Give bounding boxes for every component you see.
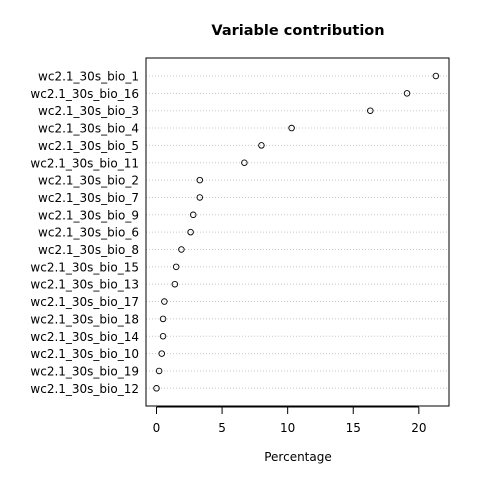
category-label: wc2.1_30s_bio_6 xyxy=(38,226,139,240)
data-point xyxy=(367,107,374,114)
data-point xyxy=(187,228,194,236)
category-label: wc2.1_30s_bio_13 xyxy=(30,278,139,292)
data-point xyxy=(172,263,180,271)
data-point xyxy=(158,350,165,357)
category-labels: wc2.1_30s_bio_1 wc2.1_30s_bio_16 wc2.1_30s… xyxy=(30,70,139,396)
category-label: wc2.1_30s_bio_11 xyxy=(30,156,139,170)
x-tick-label: 5 xyxy=(218,421,226,435)
chart-title: Variable contribution xyxy=(211,23,384,39)
data-point xyxy=(241,159,248,166)
x-axis: 0 5 10 15 20 xyxy=(153,406,426,435)
data-point xyxy=(189,211,197,219)
category-label: wc2.1_30s_bio_8 xyxy=(38,243,139,257)
data-points xyxy=(153,72,440,392)
data-point xyxy=(432,72,440,80)
x-tick-label: 0 xyxy=(153,421,161,435)
x-tick-label: 10 xyxy=(280,421,295,435)
category-label: wc2.1_30s_bio_19 xyxy=(30,364,139,378)
data-point xyxy=(196,194,204,201)
category-label: wc2.1_30s_bio_10 xyxy=(30,347,139,361)
data-point xyxy=(178,246,185,253)
category-label: wc2.1_30s_bio_15 xyxy=(30,260,139,274)
category-label: wc2.1_30s_bio_3 xyxy=(38,104,139,118)
category-label: wc2.1_30s_bio_18 xyxy=(30,312,139,326)
data-point xyxy=(153,385,160,392)
x-axis-label: Percentage xyxy=(264,450,332,464)
category-label: wc2.1_30s_bio_4 xyxy=(38,122,139,136)
data-point xyxy=(171,280,179,288)
category-label: wc2.1_30s_bio_17 xyxy=(30,295,139,309)
data-point xyxy=(155,367,163,375)
category-label: wc2.1_30s_bio_12 xyxy=(30,382,139,396)
data-point xyxy=(161,298,168,305)
category-label: wc2.1_30s_bio_16 xyxy=(30,87,139,101)
category-label: wc2.1_30s_bio_5 xyxy=(38,139,139,153)
data-point xyxy=(288,124,295,132)
category-label: wc2.1_30s_bio_1 xyxy=(38,70,139,84)
data-point xyxy=(196,176,204,184)
x-tick-label: 15 xyxy=(346,421,361,435)
grid-lines xyxy=(146,75,449,389)
data-point xyxy=(159,333,167,340)
data-point xyxy=(403,90,411,97)
category-label: wc2.1_30s_bio_14 xyxy=(30,330,139,344)
category-label: wc2.1_30s_bio_7 xyxy=(38,191,139,205)
data-point xyxy=(159,315,167,323)
data-point xyxy=(258,142,265,149)
x-tick-label: 20 xyxy=(411,421,426,435)
plot-frame xyxy=(145,57,450,407)
category-label: wc2.1_30s_bio_2 xyxy=(38,174,139,188)
category-label: wc2.1_30s_bio_9 xyxy=(38,208,139,222)
